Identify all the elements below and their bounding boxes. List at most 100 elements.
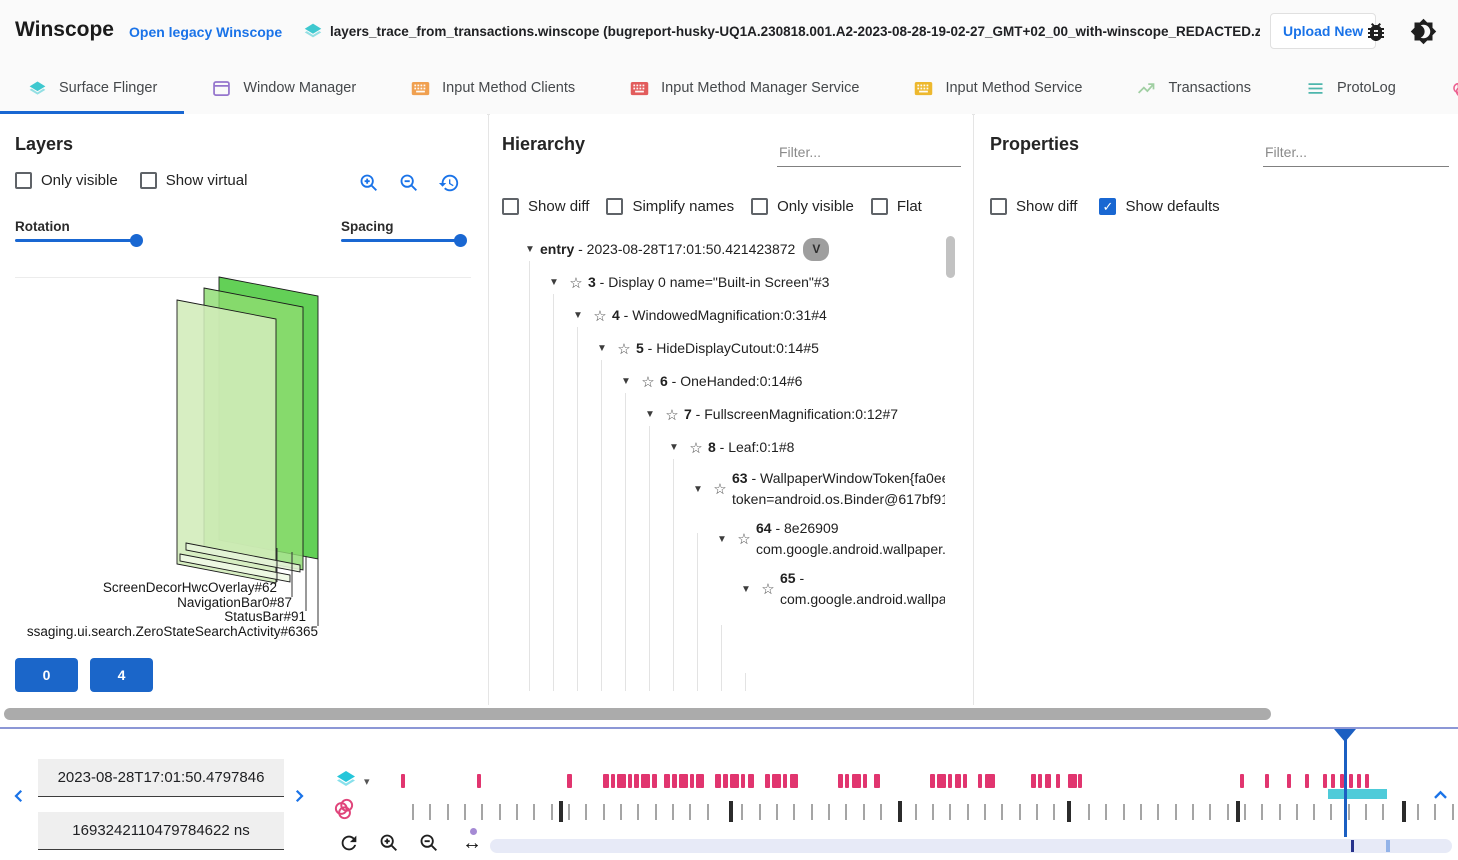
checkbox-box[interactable] <box>502 198 519 215</box>
checkbox-show-defaults[interactable]: ✓ Show defaults <box>1099 198 1220 215</box>
timeline-event-mark[interactable] <box>863 774 867 788</box>
timeline-event-mark[interactable] <box>765 774 770 788</box>
timeline-event-mark[interactable] <box>1038 774 1042 788</box>
display-button-4[interactable]: 4 <box>90 658 153 692</box>
spacing-slider[interactable] <box>341 234 467 247</box>
checkbox-flat[interactable]: Flat <box>870 198 922 215</box>
upload-new-button[interactable]: Upload New <box>1270 13 1377 49</box>
tree-node-65[interactable]: ▼ ☆ 65 - com.google.android.wallpaper.effe… <box>490 564 945 614</box>
timeline-event-mark[interactable] <box>730 774 739 788</box>
timeline-zoom-out-icon[interactable] <box>418 832 440 854</box>
expand-caret-icon[interactable]: ▼ <box>549 277 559 288</box>
timeline-event-mark[interactable] <box>790 774 798 788</box>
checkbox-box[interactable] <box>139 172 157 189</box>
tab-input-method-manager-service[interactable]: Input Method Manager Service <box>602 62 886 114</box>
pin-star-icon[interactable]: ☆ <box>761 581 775 598</box>
collapse-timeline-button[interactable] <box>1431 786 1450 802</box>
timeline-event-mark[interactable] <box>723 774 728 788</box>
checkbox-box[interactable] <box>990 198 1007 215</box>
timeline-event-mark[interactable] <box>748 774 754 788</box>
timeline-event-mark[interactable] <box>1305 774 1309 788</box>
timeline-event-mark[interactable] <box>963 774 967 788</box>
pin-star-icon[interactable]: ☆ <box>569 274 583 292</box>
tree-node-8[interactable]: ▼ ☆ 8 - Leaf:0:1#8 <box>490 431 945 464</box>
refresh-icon[interactable] <box>338 832 360 854</box>
rotation-slider[interactable] <box>15 234 143 247</box>
tree-node-63[interactable]: ▼ ☆ 63 - WallpaperWindowToken{fa0eef6 toke… <box>490 464 945 514</box>
timeline-event-mark[interactable] <box>1078 774 1082 788</box>
timeline-event-mark[interactable] <box>1323 774 1327 788</box>
tab-surface-flinger[interactable]: Surface Flinger <box>0 62 184 114</box>
timeline-event-mark[interactable] <box>838 774 843 788</box>
pin-star-icon[interactable]: ☆ <box>713 481 727 498</box>
checkbox-show-diff[interactable]: Show diff <box>990 198 1077 215</box>
timeline-event-mark[interactable] <box>628 774 632 788</box>
timeline-event-mark[interactable] <box>401 774 405 788</box>
tree-node-7[interactable]: ▼ ☆ 7 - FullscreenMagnification:0:12#7 <box>490 398 945 431</box>
checkbox-show-virtual[interactable]: Show virtual <box>139 172 247 189</box>
transitions-trace-icon[interactable] <box>331 796 357 822</box>
timeline-event-mark[interactable] <box>634 774 639 788</box>
timeline-event-mark[interactable] <box>641 774 650 788</box>
tab-protolog[interactable]: ProtoLog <box>1278 62 1423 114</box>
timeline-event-mark[interactable] <box>603 774 609 788</box>
timeline-event-mark[interactable] <box>930 774 935 788</box>
hierarchy-filter-input[interactable] <box>777 142 961 167</box>
properties-filter-input[interactable] <box>1263 142 1449 167</box>
timeline-event-mark[interactable] <box>679 774 688 788</box>
expand-caret-icon[interactable]: ▼ <box>621 376 631 387</box>
tab-window-manager[interactable]: Window Manager <box>184 62 383 114</box>
timeline-event-mark[interactable] <box>1031 774 1036 788</box>
checkbox-box[interactable] <box>606 198 624 215</box>
tree-node-4[interactable]: ▼ ☆ 4 - WindowedMagnification:0:31#4 <box>490 299 945 332</box>
timeline-event-mark[interactable] <box>741 774 745 788</box>
expand-caret-icon[interactable]: ▼ <box>741 583 751 595</box>
expand-caret-icon[interactable]: ▼ <box>645 409 655 420</box>
timeline-event-mark[interactable] <box>1240 774 1244 788</box>
timestamp-ns-input[interactable] <box>38 812 284 850</box>
display-button-0[interactable]: 0 <box>15 658 78 692</box>
expand-caret-icon[interactable]: ▼ <box>573 310 583 321</box>
expand-caret-icon[interactable]: ▼ <box>669 442 679 453</box>
checkbox-box[interactable]: ✓ <box>1099 198 1117 215</box>
checkbox-box[interactable] <box>15 172 32 189</box>
timeline-event-mark[interactable] <box>772 774 781 788</box>
pin-star-icon[interactable]: ☆ <box>689 439 703 457</box>
hierarchy-scrollbar[interactable] <box>946 236 955 278</box>
next-entry-button[interactable] <box>290 787 308 805</box>
zoom-out-icon[interactable] <box>398 172 420 194</box>
timeline-event-mark[interactable] <box>672 774 677 788</box>
layer-rect[interactable] <box>185 542 301 573</box>
timeline-event-mark[interactable] <box>1068 774 1077 788</box>
timeline-event-mark[interactable] <box>1340 774 1344 788</box>
dark-mode-icon[interactable] <box>1410 18 1437 45</box>
checkbox-show-diff[interactable]: Show diff <box>502 198 589 215</box>
timeline-event-mark[interactable] <box>1357 774 1361 788</box>
pin-star-icon[interactable]: ☆ <box>641 373 655 391</box>
tree-node-64[interactable]: ▼ ☆ 64 - 8e26909 com.google.android.wallpa… <box>490 514 945 564</box>
checkbox-box[interactable] <box>751 198 769 215</box>
timeline-playhead[interactable] <box>1344 729 1347 837</box>
timeline-event-mark[interactable] <box>845 774 849 788</box>
horizontal-scrollbar[interactable] <box>4 708 1271 720</box>
timeline-event-mark[interactable] <box>985 774 995 788</box>
timeline-event-mark[interactable] <box>1331 774 1335 788</box>
pin-star-icon[interactable]: ☆ <box>593 307 607 325</box>
timeline-event-mark[interactable] <box>783 774 787 788</box>
timeline-zoom-in-icon[interactable] <box>378 832 400 854</box>
minimap-range-tick[interactable] <box>1386 840 1390 852</box>
tree-node-5[interactable]: ▼ ☆ 5 - HideDisplayCutout:0:14#5 <box>490 332 945 365</box>
layer-rect[interactable] <box>176 299 277 584</box>
timeline-event-mark[interactable] <box>874 774 880 788</box>
pin-star-icon[interactable]: ☆ <box>737 531 751 548</box>
layers-3d-view[interactable]: ScreenDecorHwcOverlay#62NavigationBar0#8… <box>0 270 488 650</box>
timeline-event-mark[interactable] <box>978 774 982 788</box>
timeline-selection-range[interactable] <box>1328 789 1387 799</box>
tree-node-entry[interactable]: ▼ entry - 2023-08-28T17:01:50.421423872 V <box>490 233 945 266</box>
expand-caret-icon[interactable]: ▼ <box>525 244 535 255</box>
timeline-event-mark[interactable] <box>567 774 572 788</box>
timeline-event-mark[interactable] <box>937 774 946 788</box>
checkbox-only-visible[interactable]: Only visible <box>15 172 118 189</box>
checkbox-simplify-names[interactable]: Simplify names <box>606 198 734 215</box>
timeline-playhead-handle[interactable] <box>1334 729 1356 742</box>
